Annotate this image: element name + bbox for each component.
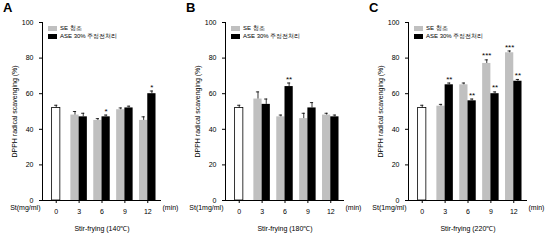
html-text:ASE 30% 주정전처리: ASE 30% 주정전처리 (60, 33, 118, 39)
svg-text:0: 0 (420, 208, 424, 215)
svg-text:**: ** (515, 71, 521, 80)
svg-text:(min): (min) (346, 204, 362, 212)
svg-text:20: 20 (26, 161, 34, 168)
svg-text:12: 12 (144, 208, 152, 215)
svg-text:40: 40 (26, 126, 34, 133)
svg-text:3: 3 (260, 208, 264, 215)
svg-text:**: ** (492, 83, 498, 92)
html-text:A: A (3, 0, 13, 15)
svg-text:(min): (min) (163, 204, 179, 212)
svg-text:Stir-frying (220℃): Stir-frying (220℃) (440, 225, 495, 233)
svg-text:0: 0 (395, 196, 400, 204)
svg-text:100: 100 (205, 19, 217, 26)
html-text:ASE 30% 주정전처리: ASE 30% 주정전처리 (426, 33, 484, 39)
svg-text:DPPH radical scavenging (%): DPPH radical scavenging (%) (194, 65, 202, 157)
svg-text:12: 12 (327, 208, 335, 215)
svg-text:40: 40 (392, 126, 400, 133)
svg-text:***: *** (505, 43, 514, 52)
svg-text:20: 20 (392, 161, 400, 168)
svg-text:60: 60 (26, 90, 34, 97)
svg-text:*: * (105, 107, 108, 116)
svg-text:(min): (min) (529, 204, 545, 212)
svg-text:0: 0 (54, 208, 58, 215)
html-text:C: C (369, 0, 379, 15)
svg-text:100: 100 (22, 19, 34, 26)
svg-text:St(1mg/ml): St(1mg/ml) (189, 204, 223, 212)
svg-text:60: 60 (392, 90, 400, 97)
svg-text:20: 20 (209, 161, 217, 168)
svg-text:DPPH radical scavenging (%): DPPH radical scavenging (%) (377, 65, 385, 157)
svg-text:9: 9 (306, 208, 310, 215)
svg-text:St(mg/ml): St(mg/ml) (10, 204, 40, 212)
svg-text:6: 6 (100, 208, 104, 215)
svg-text:**: ** (469, 91, 475, 100)
svg-text:Stir-frying (140℃): Stir-frying (140℃) (74, 225, 129, 233)
svg-text:80: 80 (26, 54, 34, 61)
svg-text:0: 0 (212, 196, 217, 204)
svg-text:6: 6 (466, 208, 470, 215)
svg-text:100: 100 (388, 19, 400, 26)
svg-text:9: 9 (489, 208, 493, 215)
svg-text:60: 60 (209, 90, 217, 97)
svg-text:0: 0 (29, 196, 34, 204)
svg-text:3: 3 (443, 208, 447, 215)
svg-text:St(1mg/ml): St(1mg/ml) (372, 204, 406, 212)
svg-text:40: 40 (209, 126, 217, 133)
svg-text:DPPH radical scavenging (%): DPPH radical scavenging (%) (11, 65, 19, 157)
svg-text:6: 6 (283, 208, 287, 215)
html-text:SE 청조: SE 청조 (426, 25, 448, 31)
svg-text:***: *** (482, 51, 491, 60)
svg-text:12: 12 (510, 208, 518, 215)
svg-text:9: 9 (123, 208, 127, 215)
svg-text:80: 80 (392, 54, 400, 61)
svg-text:Stir-frying (180℃): Stir-frying (180℃) (257, 225, 312, 233)
svg-text:3: 3 (77, 208, 81, 215)
html-text:SE 청조: SE 청조 (243, 25, 265, 31)
svg-text:**: ** (446, 75, 452, 84)
html-text:B: B (186, 0, 196, 15)
svg-text:80: 80 (209, 54, 217, 61)
svg-text:0: 0 (237, 208, 241, 215)
html-text:ASE 30% 주정전처리: ASE 30% 주정전처리 (243, 33, 301, 39)
html-text:SE 청조: SE 청조 (60, 25, 82, 31)
svg-text:**: ** (286, 75, 292, 84)
svg-text:*: * (150, 83, 153, 92)
